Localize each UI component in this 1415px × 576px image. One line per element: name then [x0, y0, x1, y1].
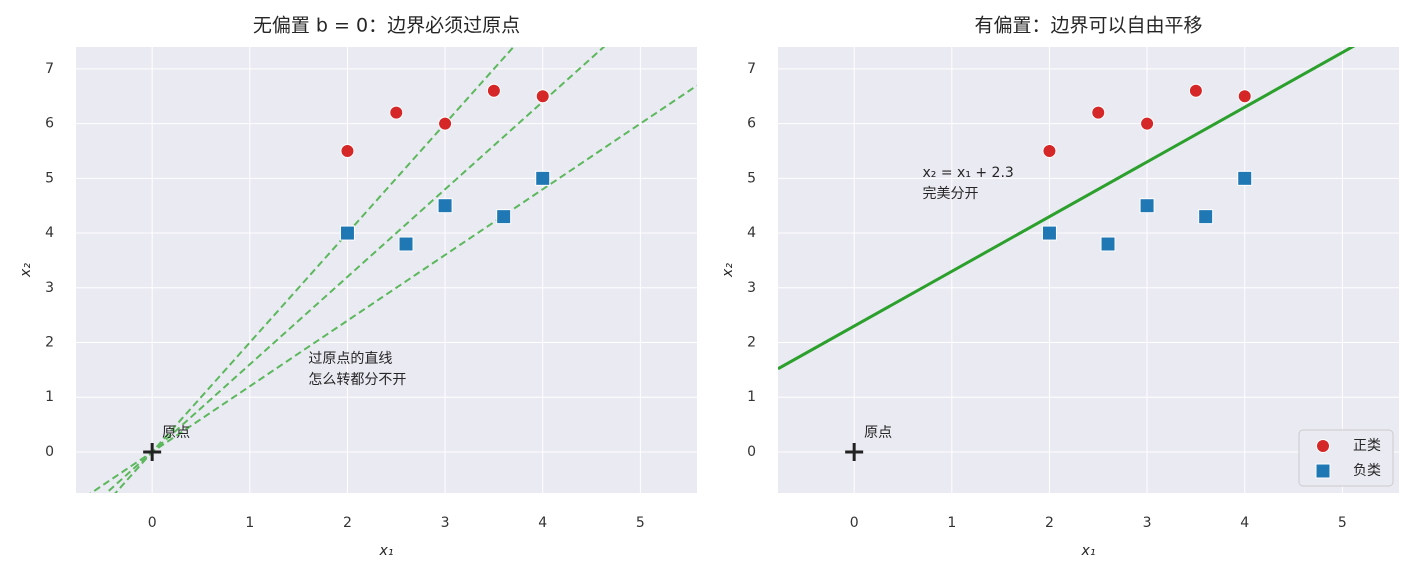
point	[398, 236, 414, 252]
x-tick-label: 1	[947, 515, 956, 531]
point	[1041, 225, 1057, 241]
x-tick-label: 4	[538, 515, 547, 531]
boundary-line	[114, 47, 515, 493]
lines	[89, 47, 697, 493]
lines	[778, 47, 1356, 371]
point	[1188, 83, 1203, 98]
boundary-line	[778, 47, 1356, 371]
point	[496, 209, 512, 225]
x-tick-label: 1	[245, 515, 254, 531]
origin-label: 原点	[162, 425, 190, 441]
plot-area	[76, 47, 697, 493]
point	[1140, 116, 1155, 131]
y-tick-label: 0	[45, 444, 54, 460]
y-tick-label: 1	[747, 389, 756, 405]
annotation: x₂ = x₁ + 2.3	[923, 165, 1014, 181]
x-tick-label: 2	[343, 515, 352, 531]
x-tick-label: 3	[1143, 515, 1152, 531]
origin-label: 原点	[864, 425, 892, 441]
y-tick-label: 5	[747, 170, 756, 186]
point	[1091, 105, 1106, 120]
y-tick-label: 1	[45, 389, 54, 405]
point	[389, 105, 404, 120]
x-axis-label: x₁	[1081, 543, 1096, 559]
x-tick-label: 2	[1045, 515, 1054, 531]
y-tick-label: 6	[45, 116, 54, 132]
x-tick-label: 3	[441, 515, 450, 531]
x-tick-label: 0	[148, 515, 157, 531]
point	[438, 116, 453, 131]
chart-title: 有偏置：边界可以自由平移	[974, 15, 1202, 37]
plot-area	[778, 47, 1399, 493]
legend-label: 正类	[1353, 438, 1381, 454]
x-tick-label: 5	[636, 515, 645, 531]
y-axis-label: x₂	[720, 263, 736, 278]
y-tick-label: 7	[747, 61, 756, 77]
point	[1237, 89, 1252, 104]
chart-title: 无偏置 b = 0：边界必须过原点	[253, 15, 520, 37]
x-axis-label: x₁	[379, 543, 394, 559]
point	[486, 83, 501, 98]
y-tick-label: 0	[747, 444, 756, 460]
legend-label: 负类	[1353, 463, 1381, 479]
annotation: 完美分开	[923, 186, 979, 202]
y-tick-label: 3	[45, 280, 54, 296]
point	[1100, 236, 1116, 252]
x-tick-label: 5	[1338, 515, 1347, 531]
annotation: 怎么转都分不开	[308, 372, 406, 388]
point	[437, 198, 453, 214]
point	[339, 225, 355, 241]
y-tick-label: 5	[45, 170, 54, 186]
x-tick-label: 0	[850, 515, 859, 531]
y-tick-label: 4	[45, 225, 54, 241]
point	[535, 89, 550, 104]
point	[340, 143, 355, 158]
legend-marker	[1315, 463, 1331, 479]
point	[1237, 170, 1253, 186]
y-tick-label: 6	[747, 116, 756, 132]
y-tick-label: 2	[747, 335, 756, 351]
point	[1139, 198, 1155, 214]
legend-marker	[1316, 439, 1330, 453]
origin-marker	[143, 442, 162, 461]
point	[1198, 209, 1214, 225]
origin-marker	[845, 442, 864, 461]
y-tick-label: 3	[747, 280, 756, 296]
y-tick-label: 4	[747, 225, 756, 241]
y-tick-label: 7	[45, 61, 54, 77]
y-tick-label: 2	[45, 335, 54, 351]
x-tick-label: 4	[1240, 515, 1249, 531]
boundary-line	[89, 84, 697, 493]
point	[535, 170, 551, 186]
annotation: 过原点的直线	[308, 350, 392, 367]
y-axis-label: x₂	[18, 263, 34, 278]
boundary-line	[104, 47, 606, 493]
point	[1042, 143, 1057, 158]
